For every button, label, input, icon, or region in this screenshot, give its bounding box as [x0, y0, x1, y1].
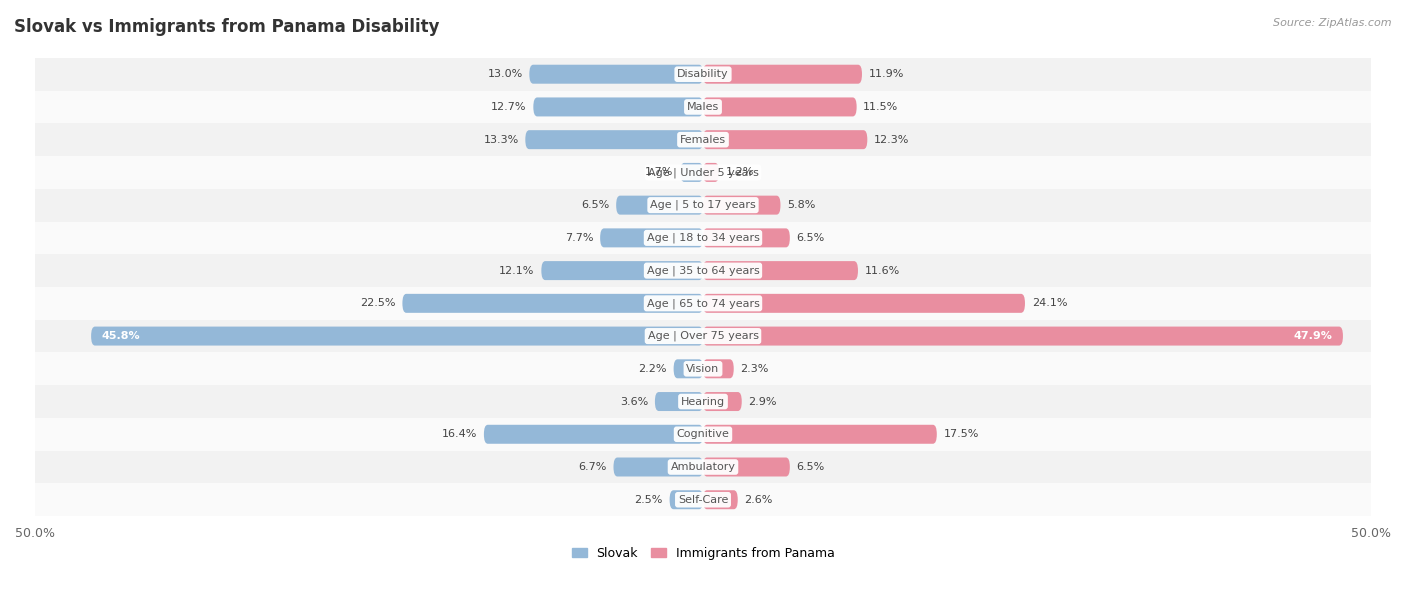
Text: 16.4%: 16.4% — [441, 429, 477, 439]
Text: Disability: Disability — [678, 69, 728, 79]
Bar — [35, 188, 1371, 222]
FancyBboxPatch shape — [703, 228, 790, 247]
Text: Age | 35 to 64 years: Age | 35 to 64 years — [647, 266, 759, 276]
FancyBboxPatch shape — [673, 359, 703, 378]
FancyBboxPatch shape — [703, 359, 734, 378]
Text: 1.2%: 1.2% — [725, 168, 754, 177]
Text: 24.1%: 24.1% — [1032, 298, 1067, 308]
Text: 2.3%: 2.3% — [741, 364, 769, 374]
Text: 13.3%: 13.3% — [484, 135, 519, 144]
FancyBboxPatch shape — [703, 425, 936, 444]
FancyBboxPatch shape — [402, 294, 703, 313]
FancyBboxPatch shape — [703, 130, 868, 149]
Text: 12.1%: 12.1% — [499, 266, 534, 275]
Text: Vision: Vision — [686, 364, 720, 374]
Bar — [35, 123, 1371, 156]
FancyBboxPatch shape — [703, 65, 862, 84]
Legend: Slovak, Immigrants from Panama: Slovak, Immigrants from Panama — [567, 542, 839, 565]
Text: 6.5%: 6.5% — [797, 233, 825, 243]
FancyBboxPatch shape — [703, 458, 790, 477]
Bar — [35, 58, 1371, 91]
FancyBboxPatch shape — [703, 327, 1343, 346]
Text: 45.8%: 45.8% — [101, 331, 141, 341]
FancyBboxPatch shape — [703, 196, 780, 215]
Text: 2.2%: 2.2% — [638, 364, 666, 374]
Text: 12.3%: 12.3% — [875, 135, 910, 144]
Text: 11.6%: 11.6% — [865, 266, 900, 275]
Text: Self-Care: Self-Care — [678, 494, 728, 505]
Text: Age | Under 5 years: Age | Under 5 years — [648, 167, 758, 177]
Text: Source: ZipAtlas.com: Source: ZipAtlas.com — [1274, 18, 1392, 28]
Bar — [35, 385, 1371, 418]
FancyBboxPatch shape — [526, 130, 703, 149]
Text: 2.6%: 2.6% — [744, 494, 773, 505]
Bar — [35, 450, 1371, 483]
Text: 22.5%: 22.5% — [360, 298, 395, 308]
Text: 12.7%: 12.7% — [491, 102, 527, 112]
FancyBboxPatch shape — [616, 196, 703, 215]
FancyBboxPatch shape — [91, 327, 703, 346]
Text: 11.5%: 11.5% — [863, 102, 898, 112]
FancyBboxPatch shape — [703, 163, 718, 182]
Text: 2.9%: 2.9% — [748, 397, 778, 406]
Text: Age | 18 to 34 years: Age | 18 to 34 years — [647, 233, 759, 243]
FancyBboxPatch shape — [703, 294, 1025, 313]
Bar — [35, 287, 1371, 319]
FancyBboxPatch shape — [681, 163, 703, 182]
Text: Hearing: Hearing — [681, 397, 725, 406]
Text: Age | 65 to 74 years: Age | 65 to 74 years — [647, 298, 759, 308]
Text: 5.8%: 5.8% — [787, 200, 815, 210]
FancyBboxPatch shape — [669, 490, 703, 509]
Text: 11.9%: 11.9% — [869, 69, 904, 79]
Bar — [35, 353, 1371, 385]
Text: Ambulatory: Ambulatory — [671, 462, 735, 472]
FancyBboxPatch shape — [703, 392, 742, 411]
Text: Age | 5 to 17 years: Age | 5 to 17 years — [650, 200, 756, 211]
Text: 2.5%: 2.5% — [634, 494, 662, 505]
Text: 7.7%: 7.7% — [565, 233, 593, 243]
Text: Males: Males — [688, 102, 718, 112]
Text: Age | Over 75 years: Age | Over 75 years — [648, 331, 758, 341]
FancyBboxPatch shape — [655, 392, 703, 411]
Bar — [35, 156, 1371, 188]
FancyBboxPatch shape — [529, 65, 703, 84]
FancyBboxPatch shape — [613, 458, 703, 477]
Text: 6.5%: 6.5% — [797, 462, 825, 472]
FancyBboxPatch shape — [541, 261, 703, 280]
Text: Females: Females — [681, 135, 725, 144]
Text: 13.0%: 13.0% — [488, 69, 523, 79]
Bar — [35, 91, 1371, 123]
Bar — [35, 222, 1371, 254]
Text: 3.6%: 3.6% — [620, 397, 648, 406]
Text: 6.7%: 6.7% — [578, 462, 607, 472]
Text: 1.7%: 1.7% — [645, 168, 673, 177]
FancyBboxPatch shape — [484, 425, 703, 444]
Text: Slovak vs Immigrants from Panama Disability: Slovak vs Immigrants from Panama Disabil… — [14, 18, 440, 36]
Text: 17.5%: 17.5% — [943, 429, 979, 439]
Bar — [35, 254, 1371, 287]
Bar — [35, 418, 1371, 450]
Text: 6.5%: 6.5% — [581, 200, 609, 210]
FancyBboxPatch shape — [600, 228, 703, 247]
FancyBboxPatch shape — [533, 97, 703, 116]
Bar — [35, 319, 1371, 353]
Bar — [35, 483, 1371, 516]
FancyBboxPatch shape — [703, 490, 738, 509]
FancyBboxPatch shape — [703, 97, 856, 116]
Text: 47.9%: 47.9% — [1294, 331, 1333, 341]
Text: Cognitive: Cognitive — [676, 429, 730, 439]
FancyBboxPatch shape — [703, 261, 858, 280]
